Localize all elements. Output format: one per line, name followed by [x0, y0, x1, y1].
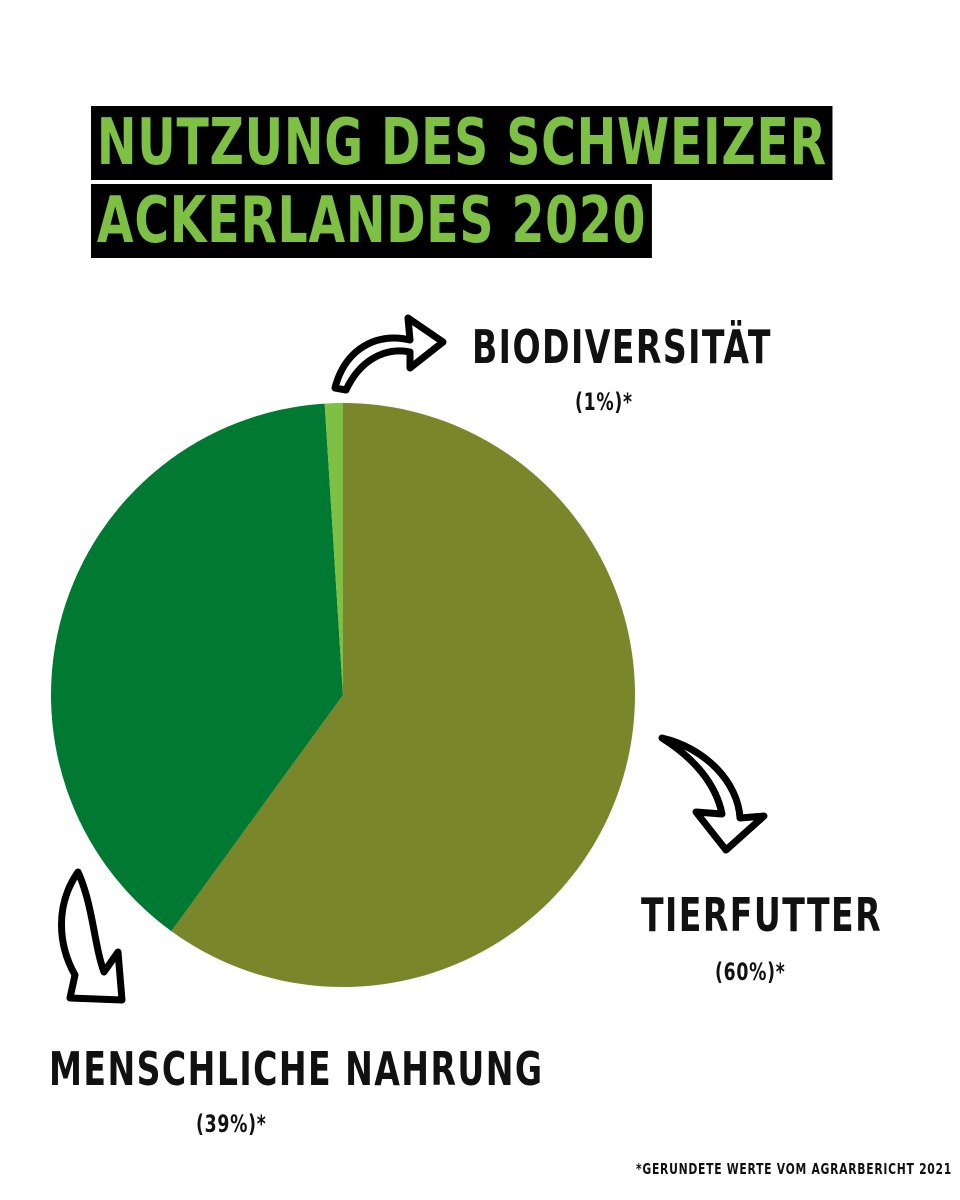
arrow-biodiversitaet-icon — [331, 314, 447, 394]
arrow-tierfutter-icon — [658, 734, 768, 854]
pie-slice-tierfutter — [171, 403, 635, 987]
footnote: *GERUNDETE WERTE VOM AGRARBERICHT 2021 — [636, 1160, 953, 1178]
pie-slices — [51, 403, 635, 987]
label-biodiversitaet: BIODIVERSITÄT — [472, 320, 772, 374]
label-menschliche-nahrung: MENSCHLICHE NAHRUNG — [49, 1042, 544, 1096]
label-biodiversitaet-percent: (1%)* — [575, 388, 633, 416]
chart-title-line-2: ACKERLANDES 2020 — [91, 184, 653, 258]
pie-slice-menschliche-nahrung — [51, 403, 344, 932]
pie-slice-biodiversit-t — [324, 403, 343, 695]
chart-title-line-1: NUTZUNG DES SCHWEIZER — [91, 106, 833, 180]
label-menschliche-nahrung-percent: (39%)* — [196, 1110, 267, 1138]
arrow-menschliche-nahrung-icon — [58, 868, 126, 1004]
label-tierfutter: TIERFUTTER — [641, 888, 883, 942]
label-tierfutter-percent: (60%)* — [715, 958, 786, 986]
